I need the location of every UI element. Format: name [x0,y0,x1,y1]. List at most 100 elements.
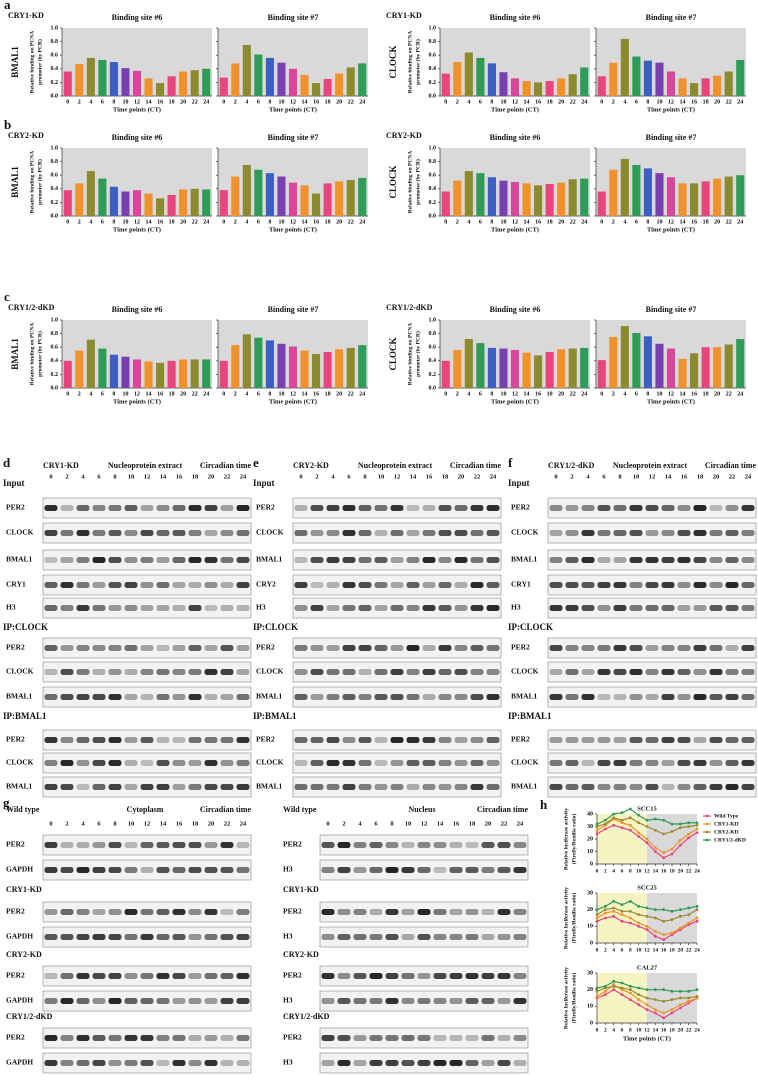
blot-band [401,842,415,848]
blot-band [470,784,484,790]
blot-band [613,645,627,651]
x-tick-label: 0 [596,868,599,874]
blot-band [406,530,420,536]
blot-strip [42,752,252,774]
row-label: PER2 [511,735,530,744]
data-point [620,818,624,822]
blot-band [353,1060,367,1066]
bar [300,74,309,96]
y-axis-label: Relative binding on PCNA [407,323,413,386]
condition-label: CRY1/2-dKD [548,461,595,470]
x-tick-label: 6 [479,391,482,397]
blot-band [220,557,234,563]
blot-band [236,645,250,651]
blot-band [321,842,335,848]
row-label: PER2 [283,840,302,849]
blot-band [76,784,90,790]
x-tick-label: 12 [644,1027,650,1033]
blot-band [613,694,627,700]
x-tick-label: 0 [222,219,225,225]
blot-band [417,842,431,848]
blot-band [433,934,447,940]
panel-letter: g [3,795,10,810]
blot-band [597,530,611,536]
bar [609,169,618,216]
bar [545,351,554,388]
blot-band [108,530,122,536]
blot-band [549,694,563,700]
row-label: BMAL1 [256,782,283,791]
time-label: 14 [160,473,167,480]
blot-band [92,909,106,915]
x-tick-label: 16 [661,868,667,874]
data-point [687,921,691,925]
blot-band [725,530,739,536]
blot-band [725,669,739,675]
blot-band [486,530,500,536]
x-tick-label: 2 [78,99,81,105]
blot-band [353,909,367,915]
blot-band [390,669,404,675]
blot-band [725,694,739,700]
panel-letter: c [4,289,10,304]
x-tick-label: 0 [66,391,69,397]
blot-band [76,760,90,766]
x-tick-label: 24 [694,868,700,874]
bar [701,78,710,96]
blot-band [188,934,202,940]
blot-band [481,909,495,915]
blot-band [204,973,218,979]
blot-band [220,867,234,873]
blot-band [693,760,707,766]
blot-band [401,973,415,979]
blot-band [677,760,691,766]
blot-band [661,645,675,651]
blot-band [321,973,335,979]
x-tick-label: 20 [558,99,564,105]
protein-label: BMAL1 [10,338,20,370]
y-tick-label: 20 [587,987,593,993]
blot-band [236,605,250,611]
blot-band [124,784,138,790]
blot-band [709,669,723,675]
data-point [670,998,674,1002]
blot-band [76,867,90,873]
blot-band [374,505,388,511]
x-tick-label: 18 [703,99,709,105]
bar [132,190,142,216]
blot-band [677,557,691,563]
row-label: BMAL1 [511,555,538,564]
blot-band [310,737,324,743]
data-point [637,821,641,825]
blot-band [581,505,595,511]
blot-band [709,694,723,700]
blot-band [220,645,234,651]
panel-title: Binding site #7 [268,305,319,314]
blot-band [709,645,723,651]
bar [666,71,676,96]
data-point [653,850,657,853]
blot-band [92,1035,106,1041]
row-label: H3 [283,932,293,941]
blot-band [438,737,452,743]
bar [346,347,355,388]
x-tick-label: 20 [336,99,342,105]
data-point [670,830,674,833]
time-label: 14 [665,473,672,480]
bar [277,343,286,388]
group-label: CRY1/2-dKD [283,1012,330,1021]
data-point [678,989,682,993]
bar [312,193,321,216]
panel-title: Binding site #7 [646,305,697,314]
blot-band [60,998,74,1004]
blot-band [401,934,415,940]
blot-band [236,973,250,979]
blot-band [92,973,106,979]
y-axis-label: (Firefly/Renilla ratio) [570,893,577,944]
blot-band [140,1035,154,1041]
blot-band [321,867,335,873]
bar [75,64,84,96]
data-point [695,904,699,908]
blot-band [342,669,356,675]
blot-band [390,557,404,563]
